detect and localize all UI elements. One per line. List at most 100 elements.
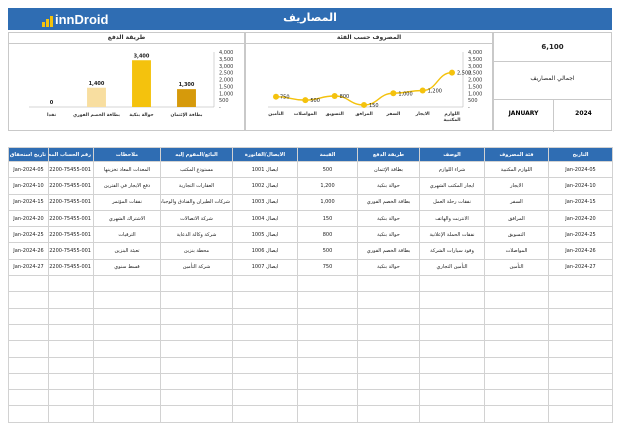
table-cell[interactable]: بطاقة الخصم الفوري xyxy=(357,242,420,260)
column-header[interactable]: التاريخ xyxy=(548,147,613,162)
table-cell[interactable]: 150 xyxy=(297,209,358,228)
column-header[interactable]: ملاحظات xyxy=(93,147,161,162)
table-cell[interactable]: 15-Jan-2024 xyxy=(8,193,49,211)
table-cell[interactable] xyxy=(484,307,549,325)
table-cell[interactable] xyxy=(160,323,233,342)
table-cell[interactable]: التأمين التجاري xyxy=(419,258,485,277)
table-cell[interactable]: بطاقة الإئتمان xyxy=(357,160,420,179)
year-selector[interactable]: 2024 xyxy=(575,110,592,117)
column-header[interactable]: القيمة xyxy=(297,147,358,162)
table-cell[interactable]: الترقيات xyxy=(93,226,161,244)
table-cell[interactable]: 26-Jan-2024 xyxy=(8,242,49,260)
table-cell[interactable]: 10-Jan-2024 xyxy=(548,177,613,195)
table-cell[interactable] xyxy=(548,356,613,374)
table-cell[interactable] xyxy=(8,291,49,309)
table-cell[interactable] xyxy=(232,356,298,374)
table-cell[interactable] xyxy=(160,275,233,293)
table-cell[interactable]: دفع الايجار في الفترين xyxy=(93,177,161,195)
table-cell[interactable] xyxy=(93,372,161,391)
table-cell[interactable]: ايصال 1007 xyxy=(232,258,298,277)
column-header[interactable]: البائع/المقوم إليه xyxy=(160,147,233,162)
table-cell[interactable] xyxy=(48,340,94,358)
table-cell[interactable]: نفقات الحملة الإعلانية xyxy=(419,226,485,244)
table-cell[interactable] xyxy=(93,340,161,358)
table-cell[interactable]: ايصال 1005 xyxy=(232,226,298,244)
table-cell[interactable] xyxy=(297,291,358,309)
table-cell[interactable] xyxy=(232,307,298,325)
table-cell[interactable]: 25-Jan-2024 xyxy=(548,226,613,244)
table-cell[interactable]: 1,000 xyxy=(297,193,358,211)
table-cell[interactable]: المواصلات xyxy=(484,242,549,260)
table-cell[interactable] xyxy=(419,340,485,358)
table-row[interactable] xyxy=(8,291,613,309)
table-cell[interactable] xyxy=(160,291,233,309)
table-cell[interactable] xyxy=(297,372,358,391)
table-cell[interactable]: 15-Jan-2024 xyxy=(548,193,613,211)
table-cell[interactable] xyxy=(232,389,298,407)
table-cell[interactable]: حوالة بنكية xyxy=(357,209,420,228)
table-row[interactable]: 26-Jan-2024 المواصلات وقود سيارات الشركة بط… xyxy=(8,242,613,260)
table-cell[interactable] xyxy=(419,307,485,325)
table-cell[interactable]: السفر xyxy=(484,193,549,211)
table-cell[interactable]: الايجار xyxy=(484,177,549,195)
table-cell[interactable] xyxy=(297,389,358,407)
table-cell[interactable]: 20-Jan-2024 xyxy=(8,209,49,228)
table-cell[interactable] xyxy=(419,389,485,407)
table-cell[interactable] xyxy=(297,323,358,342)
table-cell[interactable] xyxy=(48,405,94,423)
table-cell[interactable] xyxy=(357,323,420,342)
table-cell[interactable]: بطاقة الخصم الفوري xyxy=(357,193,420,211)
table-cell[interactable]: 26-Jan-2024 xyxy=(548,242,613,260)
table-cell[interactable] xyxy=(484,323,549,342)
table-cell[interactable]: 10-Jan-2024 xyxy=(8,177,49,195)
table-cell[interactable]: الانترنت والهاتف xyxy=(419,209,485,228)
table-cell[interactable]: نفقات رحلة العمل xyxy=(419,193,485,211)
table-cell[interactable]: 05-Jan-2024 xyxy=(548,160,613,179)
table-cell[interactable]: ايصال 1004 xyxy=(232,209,298,228)
table-cell[interactable]: تعبئة البنزين xyxy=(93,242,161,260)
table-cell[interactable] xyxy=(93,291,161,309)
table-cell[interactable]: 20-Jan-2024 xyxy=(548,209,613,228)
table-cell[interactable] xyxy=(419,291,485,309)
table-cell[interactable] xyxy=(232,405,298,423)
table-cell[interactable]: التسويق xyxy=(484,226,549,244)
table-cell[interactable] xyxy=(93,405,161,423)
table-cell[interactable]: العقارات التجارية xyxy=(160,177,233,195)
table-cell[interactable]: 1,200 xyxy=(297,177,358,195)
column-header[interactable]: طريقة الدفع xyxy=(357,147,420,162)
table-cell[interactable]: 2200-75455-001 xyxy=(48,160,94,179)
table-cell[interactable] xyxy=(232,275,298,293)
table-cell[interactable] xyxy=(93,307,161,325)
table-cell[interactable] xyxy=(297,356,358,374)
table-cell[interactable]: 500 xyxy=(297,242,358,260)
table-cell[interactable]: حوالة بنكية xyxy=(357,226,420,244)
table-cell[interactable] xyxy=(160,356,233,374)
table-row[interactable]: 15-Jan-2024 السفر نفقات رحلة العمل بطاقة ال… xyxy=(8,193,613,211)
table-cell[interactable] xyxy=(419,323,485,342)
table-cell[interactable] xyxy=(48,323,94,342)
table-cell[interactable] xyxy=(8,340,49,358)
table-cell[interactable] xyxy=(357,307,420,325)
table-cell[interactable] xyxy=(357,372,420,391)
table-cell[interactable] xyxy=(48,307,94,325)
table-cell[interactable]: 2200-75455-001 xyxy=(48,258,94,277)
table-cell[interactable] xyxy=(8,356,49,374)
table-cell[interactable]: 27-Jan-2024 xyxy=(548,258,613,277)
column-header[interactable]: فئة المصروف xyxy=(484,147,549,162)
table-cell[interactable]: 500 xyxy=(297,160,358,179)
month-selector[interactable]: JANUARY xyxy=(508,110,539,117)
table-row[interactable] xyxy=(8,340,613,358)
table-row[interactable] xyxy=(8,275,613,293)
table-cell[interactable] xyxy=(357,340,420,358)
table-cell[interactable] xyxy=(357,291,420,309)
table-cell[interactable] xyxy=(548,389,613,407)
table-row[interactable] xyxy=(8,389,613,407)
column-header[interactable]: رقم الحساب المصرفي xyxy=(48,147,94,162)
table-cell[interactable]: شراء اللوازم xyxy=(419,160,485,179)
table-cell[interactable] xyxy=(297,340,358,358)
table-cell[interactable]: الاشتراك الشهري xyxy=(93,209,161,228)
table-cell[interactable]: ايجار المكتب الشهري xyxy=(419,177,485,195)
table-cell[interactable]: 2200-75455-001 xyxy=(48,209,94,228)
table-cell[interactable]: 27-Jan-2024 xyxy=(8,258,49,277)
table-cell[interactable]: 2200-75455-001 xyxy=(48,193,94,211)
